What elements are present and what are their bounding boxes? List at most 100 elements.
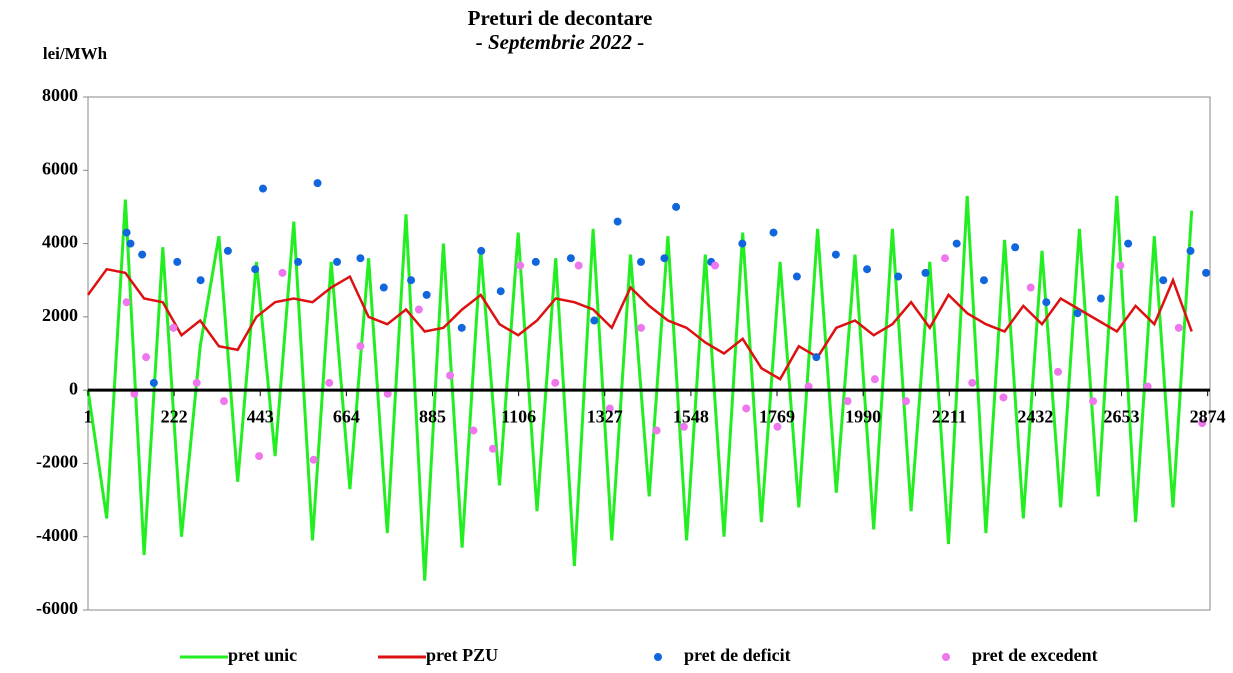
series-point: [313, 179, 322, 188]
series-point: [356, 254, 365, 263]
series-point: [952, 239, 961, 248]
series-point: [921, 268, 930, 277]
x-tick-label: 222: [161, 406, 188, 426]
series-point: [278, 268, 287, 277]
series-point: [831, 250, 840, 259]
series-point: [1054, 367, 1063, 376]
series-point: [613, 217, 622, 226]
series-point: [660, 254, 669, 263]
series-point: [333, 257, 342, 266]
series-point: [383, 389, 392, 398]
series-point: [863, 265, 872, 274]
series-point: [169, 323, 178, 332]
series-point: [223, 246, 232, 255]
series-point: [590, 316, 599, 325]
series-line: [86, 195, 1194, 581]
series-point: [711, 261, 720, 270]
series-point: [566, 254, 575, 263]
series-point: [130, 389, 139, 398]
series-point: [769, 228, 778, 237]
legend-label: pret de excedent: [972, 645, 1098, 665]
x-tick-label: 885: [419, 406, 446, 426]
series-point: [379, 283, 388, 292]
series-point: [422, 290, 431, 299]
series-point: [407, 276, 416, 285]
y-tick-label: 0: [69, 378, 78, 398]
series-point: [1124, 239, 1133, 248]
x-tick-label: 2653: [1104, 406, 1140, 426]
series-point: [652, 426, 661, 435]
series-point: [196, 276, 205, 285]
series-point: [843, 397, 852, 406]
series-point: [309, 455, 318, 464]
series-point: [812, 353, 821, 362]
series-point: [516, 261, 525, 270]
series-point: [637, 323, 646, 332]
y-tick-label: 4000: [42, 232, 78, 252]
series-point: [1174, 323, 1183, 332]
y-tick-label: 6000: [42, 158, 78, 178]
series-point: [1096, 294, 1105, 303]
series-point: [1198, 419, 1207, 428]
series-point: [679, 422, 688, 431]
series-point: [138, 250, 147, 259]
series-point: [122, 228, 131, 237]
series-point: [446, 371, 455, 380]
x-tick-label: 664: [333, 406, 360, 426]
series-point: [1073, 309, 1082, 318]
series-point: [258, 184, 267, 193]
series-point: [496, 287, 505, 296]
x-tick-label: 1327: [587, 406, 623, 426]
legend-swatch: [942, 653, 950, 661]
series-point: [173, 257, 182, 266]
series-point: [477, 246, 486, 255]
series-point: [902, 397, 911, 406]
series-line: [86, 267, 1193, 381]
x-tick-label: 1: [84, 406, 93, 426]
series-point: [551, 378, 560, 387]
x-tick-label: 1769: [759, 406, 795, 426]
series-point: [192, 378, 201, 387]
series-point: [142, 353, 151, 362]
series-point: [792, 272, 801, 281]
x-tick-label: 2432: [1017, 406, 1053, 426]
y-tick-label: -6000: [36, 598, 78, 618]
series-point: [149, 378, 158, 387]
y-tick-label: -4000: [36, 525, 78, 545]
x-tick-label: 1990: [845, 406, 881, 426]
chart-subtitle: - Septembrie 2022 -: [476, 30, 645, 54]
series-point: [251, 265, 260, 274]
x-tick-label: 1106: [501, 406, 536, 426]
series-point: [1089, 397, 1098, 406]
series-point: [531, 257, 540, 266]
series-point: [773, 422, 782, 431]
series-point: [325, 378, 334, 387]
series-point: [574, 261, 583, 270]
series-point: [1159, 276, 1168, 285]
series-point: [356, 342, 365, 351]
series-point: [220, 397, 229, 406]
chart-title: Preturi de decontare: [468, 6, 653, 30]
series-point: [742, 404, 751, 413]
series-point: [605, 404, 614, 413]
series-point: [414, 305, 423, 314]
y-tick-label: -2000: [36, 452, 78, 472]
series-point: [1042, 298, 1051, 307]
series-point: [122, 298, 131, 307]
series-point: [1202, 268, 1211, 277]
series-point: [1143, 382, 1152, 391]
series-point: [294, 257, 303, 266]
series-point: [870, 375, 879, 384]
x-tick-label: 443: [247, 406, 274, 426]
x-tick-label: 1548: [673, 406, 709, 426]
series-point: [1186, 246, 1195, 255]
series-point: [979, 276, 988, 285]
series-point: [457, 323, 466, 332]
series-point: [637, 257, 646, 266]
y-tick-label: 2000: [42, 305, 78, 325]
series-point: [894, 272, 903, 281]
series-point: [488, 444, 497, 453]
series-point: [672, 202, 681, 211]
series-point: [999, 393, 1008, 402]
y-axis-label: lei/MWh: [43, 44, 108, 63]
